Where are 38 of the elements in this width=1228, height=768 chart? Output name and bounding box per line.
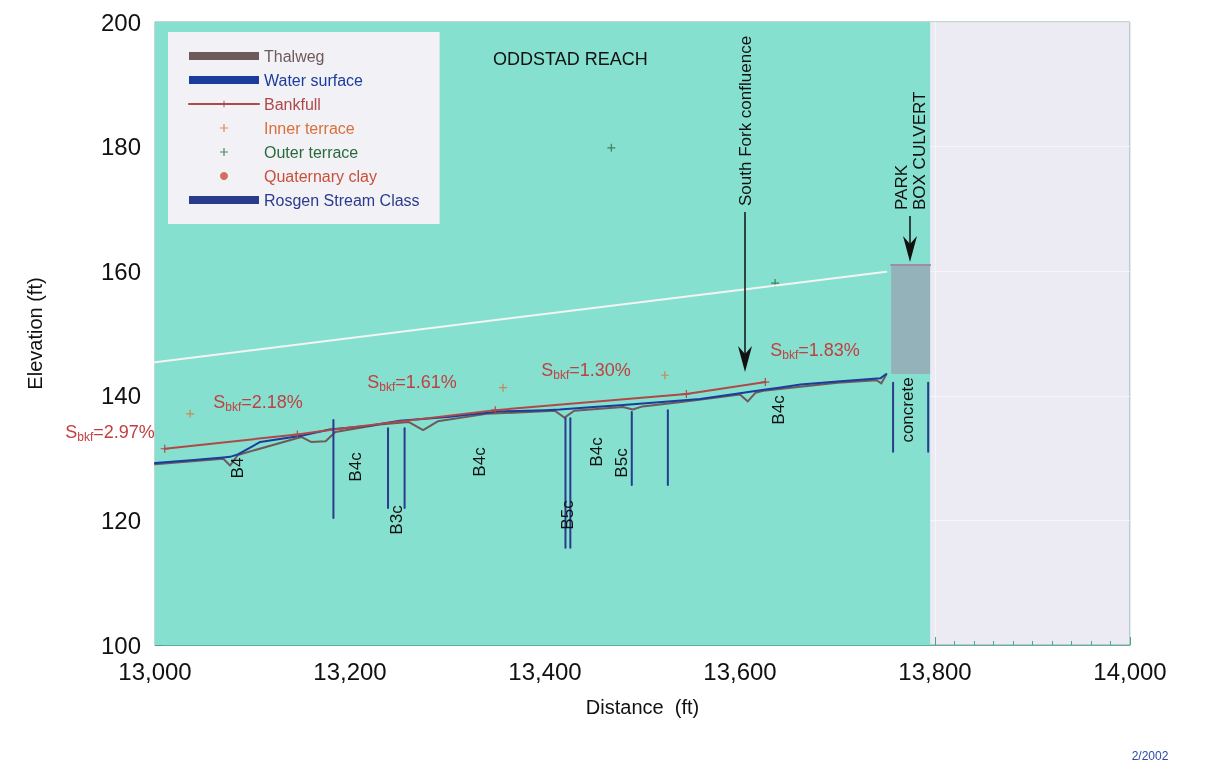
legend-label: Quaternary clay bbox=[264, 167, 377, 185]
legend-label: Bankfull bbox=[264, 95, 321, 113]
legend-label: Rosgen Stream Class bbox=[264, 191, 420, 209]
annotation: South Fork confluence bbox=[735, 35, 755, 206]
x-tick-label: 14,000 bbox=[1093, 657, 1167, 685]
annotation: B5c bbox=[611, 447, 631, 478]
text: ODDSTAD REACH bbox=[493, 49, 648, 69]
annotation: B4c bbox=[469, 446, 489, 477]
x-tick-label: 13,200 bbox=[313, 657, 387, 685]
text: 2/2002 bbox=[1131, 749, 1169, 763]
point bbox=[499, 383, 508, 392]
y-tick-label: 120 bbox=[100, 506, 141, 534]
x-tick-label: 13,400 bbox=[508, 657, 582, 685]
annotation: B4c bbox=[586, 436, 606, 467]
x-tick-label: 13,000 bbox=[118, 657, 192, 685]
x-axis-title: Distance (ft) bbox=[585, 696, 700, 718]
y-tick-label: 160 bbox=[100, 257, 141, 285]
annotation: B3c bbox=[386, 504, 406, 535]
annotation: B5c bbox=[557, 499, 577, 530]
point bbox=[761, 378, 770, 387]
y-tick-label: 100 bbox=[100, 631, 141, 659]
legend-label: Outer terrace bbox=[264, 143, 359, 161]
point bbox=[682, 389, 691, 398]
annotation: PARK BOX CULVERT bbox=[891, 91, 929, 210]
y-axis-title: Elevation (ft) bbox=[24, 277, 46, 390]
point bbox=[660, 371, 669, 380]
legend-label: Thalweg bbox=[264, 47, 325, 65]
legend-label: Water surface bbox=[264, 71, 364, 89]
y-tick-label: 180 bbox=[100, 133, 141, 161]
x-tick-label: 13,800 bbox=[898, 657, 972, 685]
annotation: concrete bbox=[897, 377, 917, 443]
x-tick-label: 13,600 bbox=[703, 657, 777, 685]
legend-label: Inner terrace bbox=[264, 119, 355, 137]
y-tick-label: 200 bbox=[100, 8, 141, 36]
annotation: B4c bbox=[768, 394, 788, 425]
y-tick-label: 140 bbox=[100, 382, 141, 410]
annotation: B4 bbox=[227, 457, 247, 479]
annotation: B4c bbox=[345, 451, 365, 482]
